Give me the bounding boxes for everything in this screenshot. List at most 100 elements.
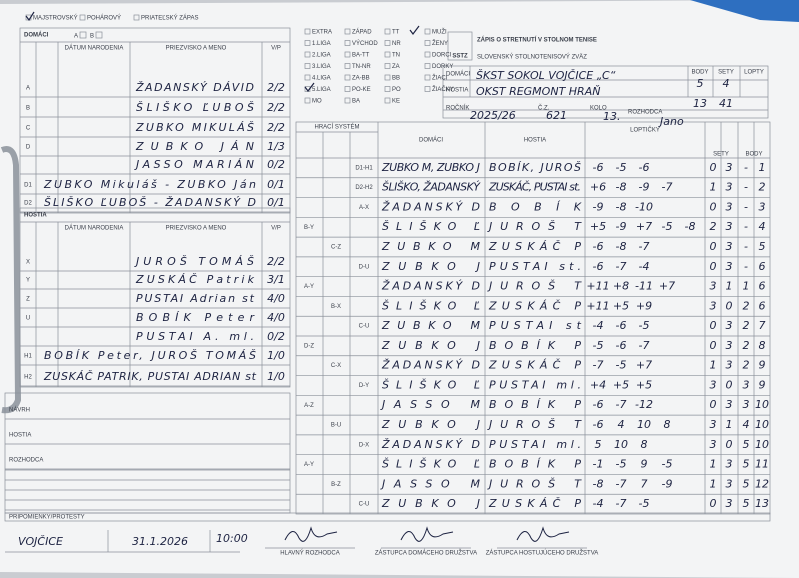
competition-option: TN-NR <box>352 64 371 70</box>
set-score: 3 <box>710 418 717 431</box>
player-name: JASSO MARIÁN <box>134 158 254 171</box>
set-score: 0 <box>726 299 733 312</box>
set-score: 3 <box>726 260 733 273</box>
home-team: ŠKST SOKOL VOJČICE „C“ <box>476 69 616 82</box>
home-player: ZUBKO M, ZUBKO J <box>381 161 480 174</box>
ball-score: -5 <box>616 359 627 372</box>
set-score: 3 <box>726 458 733 471</box>
player-score: 2/2 <box>267 101 285 114</box>
total: 41 <box>719 97 733 110</box>
set-score: 3 <box>726 200 733 213</box>
ball-score: -7 <box>616 398 627 411</box>
running-points: 4 <box>743 418 750 431</box>
set-score: 3 <box>726 220 733 233</box>
ball-score: +8 <box>613 280 629 293</box>
column-label: V/P <box>271 226 281 232</box>
box <box>19 27 291 214</box>
box <box>447 31 473 61</box>
system-code: C-Z <box>331 245 341 251</box>
column-label: HOSTIA <box>524 138 546 144</box>
time: 10:00 <box>216 532 248 545</box>
running-points: 6 <box>759 260 766 273</box>
ball-score: -5 <box>639 319 650 332</box>
home-player: ŽADANSKÝ D <box>381 359 480 372</box>
box <box>304 51 311 58</box>
column-label: PRIEZVISKO A MENO <box>166 226 227 232</box>
check <box>25 11 35 22</box>
competition-option: 3.LIGA <box>312 64 331 70</box>
ball-score: -5 <box>616 458 627 471</box>
system-code: B-Y <box>304 225 314 231</box>
column-label: HRACÍ SYSTÉM <box>314 124 359 131</box>
doubles-score: 0/1 <box>267 178 285 191</box>
running-points: 2 <box>743 319 750 332</box>
box <box>344 74 351 81</box>
box <box>384 51 391 58</box>
set-score: 3 <box>710 299 717 312</box>
label: ROČNÍK <box>446 105 469 112</box>
ball-score: -9 <box>662 477 673 490</box>
competition-option: BB <box>392 76 400 82</box>
label: HOSTIA <box>446 88 468 94</box>
ball-score: -7 <box>616 260 627 273</box>
signature <box>284 526 338 542</box>
column-label: DÁTUM NARODENIA <box>65 225 124 232</box>
set-score: 0 <box>710 161 717 174</box>
competition-option: DORCI <box>432 53 452 59</box>
team-heading: DOMÁCI <box>24 32 49 39</box>
ball-score: -8 <box>616 181 627 194</box>
player-code: U <box>26 316 30 322</box>
running-points: 7 <box>759 319 766 332</box>
ball-score: +6 <box>590 181 606 194</box>
competition-option: 1.LIGA <box>312 41 331 47</box>
ball-score: -4 <box>593 497 604 510</box>
signature <box>400 526 454 542</box>
competition-option: TN <box>392 53 400 59</box>
home-player: ŽADANSKÝ D <box>381 280 480 293</box>
ball-score: -10 <box>635 200 653 213</box>
system-code: D-X <box>359 442 369 448</box>
running-points: 11 <box>755 458 769 471</box>
box <box>304 97 311 104</box>
box <box>304 74 311 81</box>
box <box>442 65 769 119</box>
label: ROZHODCA <box>628 110 662 116</box>
label: DOMÁCI <box>446 71 470 78</box>
set-score: 1 <box>710 181 717 194</box>
guest-player: PUSTAI ml. <box>489 378 581 391</box>
ball-score: -1 <box>593 458 604 471</box>
set-score: 3 <box>710 378 717 391</box>
player-name: BOBÍK Peter <box>136 311 255 324</box>
box <box>424 28 431 35</box>
guest-player: BOBÍK, JUROŠ <box>489 161 581 174</box>
match-type: MAJSTROVSKÝ <box>33 15 78 22</box>
doubles-name: ZUSKÁČ PATRIK, PUSTAI ADRIAN st <box>43 370 257 383</box>
check <box>304 82 315 92</box>
player-name: ŽADANSKÝ DÁVID <box>135 81 254 94</box>
running-points: 5 <box>743 458 750 471</box>
player-score: 1/3 <box>267 140 285 153</box>
running-points: 13 <box>755 497 769 510</box>
form-lines <box>4 14 771 553</box>
running-points: - <box>744 161 748 174</box>
ball-score: -5 <box>639 497 650 510</box>
competition-option: MO <box>312 99 322 105</box>
system-code: D-Z <box>304 343 314 349</box>
remarks-label: PRIPOMIENKY/PROTESTY <box>9 515 85 521</box>
player-score: 2/2 <box>267 121 285 134</box>
column-label: DÁTUM NARODENIA <box>65 45 124 52</box>
doubles-name: ŠLIŠKO ĽUBOŠ - ŽADANSKÝ D <box>44 196 256 209</box>
set-score: 3 <box>726 319 733 332</box>
player-code: C <box>26 126 31 132</box>
ball-score: -5 <box>616 161 627 174</box>
ball-score: +5 <box>590 220 606 233</box>
ball-score: -7 <box>662 181 673 194</box>
doubles-code: H2 <box>24 375 32 381</box>
ball-score: +7 <box>636 220 652 233</box>
running-points: 10 <box>755 438 769 451</box>
competition-option: ŽIAČKY <box>432 85 454 93</box>
box <box>384 40 391 46</box>
running-points: - <box>744 240 748 253</box>
ball-score: -7 <box>616 477 627 490</box>
signature-label: HLAVNÝ ROZHODCA <box>280 550 340 557</box>
